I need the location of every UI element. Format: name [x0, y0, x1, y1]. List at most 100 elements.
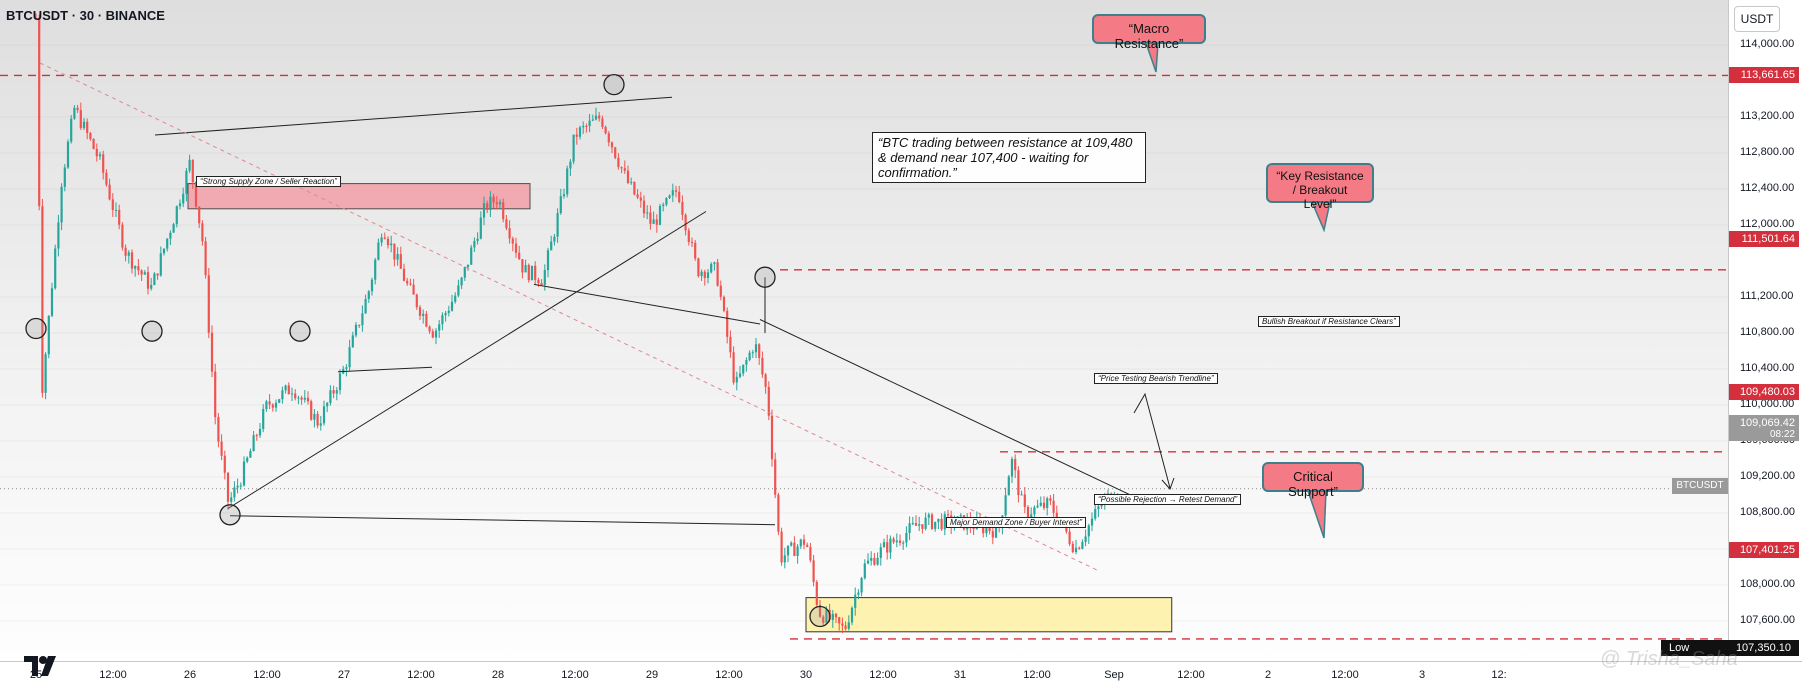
candle-body — [479, 217, 482, 239]
candle-body — [537, 279, 540, 284]
candle-body — [770, 415, 774, 460]
supply-zone — [187, 183, 531, 210]
candle-body — [732, 352, 735, 383]
price-tick-label: 112,000.00 — [1740, 218, 1795, 230]
candle-body — [575, 134, 578, 137]
candle-body — [882, 542, 886, 548]
candle-body — [902, 542, 905, 544]
candle-body — [866, 560, 870, 564]
time-tick-label: 30 — [799, 669, 813, 681]
candle-body — [713, 262, 716, 264]
candle-body — [313, 413, 316, 420]
candle-body — [345, 367, 348, 369]
candle-body — [706, 272, 710, 279]
candle-body — [354, 324, 358, 336]
candle-body — [959, 515, 962, 517]
candle-body — [422, 313, 425, 316]
candle-body — [1100, 504, 1103, 507]
candle-body — [860, 578, 863, 593]
candle-body — [402, 268, 406, 281]
pivot-circle — [754, 266, 776, 288]
supply-zone-label: “Strong Supply Zone / Seller Reaction” — [196, 176, 341, 187]
candle-body — [166, 238, 169, 249]
time-tick-label: 12:00 — [561, 669, 589, 681]
candle-body — [198, 206, 201, 224]
demand-zone — [805, 597, 1173, 633]
candle-body — [745, 360, 748, 365]
countdown-tag: 08:22 — [1729, 428, 1799, 441]
candle-body — [194, 181, 198, 207]
low-price-tag: Low 107,350.10 — [1661, 640, 1799, 656]
candle-body — [582, 125, 585, 128]
candle-body — [994, 523, 998, 538]
candle-body — [754, 344, 758, 353]
price-tick-label: 108,000.00 — [1740, 578, 1796, 590]
candle-body — [383, 237, 386, 239]
candle-body — [758, 344, 761, 358]
time-tick-label: 3 — [1418, 669, 1426, 681]
candle-body — [178, 203, 182, 207]
candle-body — [943, 514, 946, 530]
candle-body — [873, 557, 876, 565]
candle-body — [841, 623, 844, 626]
candle-body — [393, 243, 396, 260]
candle-body — [214, 371, 217, 418]
candle-body — [351, 335, 354, 348]
candle-body — [559, 196, 562, 214]
candle-body — [428, 326, 431, 332]
candle-body — [838, 617, 841, 624]
candle-body — [454, 295, 457, 302]
candle-body — [905, 532, 908, 543]
candle-body — [678, 191, 681, 203]
candle-body — [300, 397, 303, 400]
candle-body — [425, 313, 428, 327]
candle-body — [60, 186, 63, 223]
candle-body — [303, 397, 306, 400]
candle-body — [146, 272, 150, 289]
candle-body — [374, 259, 377, 280]
currency-button[interactable]: USDT — [1734, 6, 1780, 32]
candle-body — [585, 125, 588, 127]
trend-resistance-price-tag: 109,480.03 — [1729, 384, 1799, 400]
low-value: 107,350.10 — [1735, 642, 1791, 654]
candle-body — [242, 461, 246, 486]
candle-body — [358, 324, 361, 326]
candle-body — [124, 247, 127, 256]
candle-body — [396, 254, 399, 260]
candle-body — [57, 222, 60, 249]
time-tick-label: 31 — [953, 669, 967, 681]
bearish-trendline — [759, 319, 1139, 500]
price-testing-label: “Price Testing Bearish Trendline” — [1094, 373, 1218, 384]
candle-body — [844, 625, 847, 629]
candle-body — [790, 542, 793, 546]
candle-body — [751, 352, 754, 354]
candle-body — [934, 521, 937, 529]
summary-note: “BTC trading between resistance at 109,4… — [872, 132, 1146, 183]
candle-body — [748, 352, 751, 361]
candle-body — [306, 397, 310, 402]
author-watermark: @ Trisha_Saha — [1600, 648, 1738, 670]
candle-body — [630, 181, 633, 183]
candle-body — [310, 401, 313, 420]
candle-body — [140, 270, 143, 275]
candle-body — [870, 557, 873, 561]
time-tick-label: Sep — [1104, 669, 1124, 681]
candle-body — [470, 247, 473, 265]
candle-body — [409, 283, 412, 285]
candle-body — [1074, 547, 1078, 553]
candle-body — [674, 190, 678, 192]
candle-body — [172, 224, 175, 233]
candle-body — [348, 347, 351, 368]
candle-body — [921, 524, 924, 529]
price-chart[interactable] — [0, 0, 1728, 661]
candle-body — [114, 209, 118, 211]
candle-body — [1004, 495, 1007, 516]
time-axis[interactable] — [0, 661, 1802, 689]
candle-body — [834, 613, 838, 618]
candle-body — [511, 238, 514, 244]
candle-body — [1020, 494, 1023, 496]
candle-body — [591, 119, 594, 121]
candle-body — [569, 161, 572, 169]
candle-body — [236, 485, 239, 488]
